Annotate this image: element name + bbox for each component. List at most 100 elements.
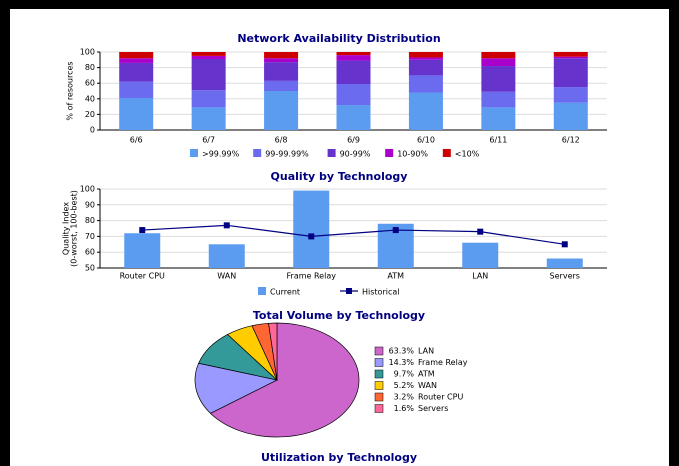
- legend-label: Servers: [418, 404, 448, 413]
- bar-segment: [264, 62, 299, 81]
- x-tick-label: LAN: [472, 272, 488, 281]
- y-tick-label: 60: [85, 79, 95, 88]
- y-tick-label: 80: [85, 216, 95, 225]
- bar-segment: [119, 62, 154, 82]
- bar-segment: [336, 60, 371, 84]
- pie-slice: [209, 322, 360, 438]
- line-marker: [139, 227, 146, 234]
- y-tick-label: 0: [90, 126, 95, 135]
- y-tick-label: 70: [85, 232, 95, 241]
- bar-segment: [408, 75, 443, 93]
- legend-label: >99.99%: [202, 150, 240, 159]
- legend-label: 90-99%: [340, 150, 371, 159]
- pie-slice: [268, 322, 278, 381]
- legend-swatch: [374, 358, 384, 367]
- line-marker: [561, 241, 568, 248]
- y-tick-label: 60: [85, 248, 95, 257]
- bar-segment: [481, 91, 516, 108]
- x-tick-label: 6/11: [489, 136, 507, 145]
- bar-segment: [264, 52, 299, 59]
- legend-label: <10%: [455, 150, 480, 159]
- bar-segment: [264, 91, 299, 130]
- y-tick-label: 100: [80, 185, 95, 194]
- chart-title: Total Volume by Technology: [253, 309, 425, 322]
- x-tick-label: 6/8: [275, 136, 288, 145]
- legend-label: WAN: [418, 381, 437, 390]
- legend-value: 1.6%: [394, 404, 415, 413]
- line-marker: [392, 227, 399, 234]
- legend-label: 99-99.99%: [265, 150, 309, 159]
- x-tick-label: ATM: [387, 272, 404, 281]
- legend-label: LAN: [418, 347, 434, 356]
- bar-segment: [336, 105, 371, 130]
- bar: [462, 242, 499, 268]
- bar-segment: [553, 58, 588, 88]
- bar-segment: [336, 52, 371, 56]
- y-tick-label: 80: [85, 63, 95, 72]
- bar: [546, 258, 583, 268]
- chart-title: Quality by Technology: [271, 170, 408, 183]
- y-tick-label: 100: [80, 48, 95, 57]
- bar-segment: [264, 58, 299, 63]
- bar-segment: [191, 59, 226, 91]
- bar-segment: [191, 52, 226, 56]
- legend-value: 3.2%: [394, 393, 415, 402]
- legend-swatch: [374, 404, 384, 413]
- y-axis-label: Quality Index: [62, 202, 71, 255]
- legend-label: Frame Relay: [418, 358, 468, 367]
- bar-segment: [336, 55, 371, 61]
- legend-marker: [346, 288, 352, 294]
- bar-segment: [408, 59, 443, 76]
- legend-swatch: [442, 149, 451, 157]
- bar-segment: [553, 87, 588, 103]
- x-tick-label: 6/12: [562, 136, 580, 145]
- y-axis-label: (0-worst, 100-best): [70, 190, 79, 267]
- bar-segment: [408, 52, 443, 58]
- bar-segment: [119, 81, 154, 99]
- bar-segment: [191, 107, 226, 130]
- bar-segment: [119, 98, 154, 130]
- bar-segment: [336, 83, 371, 106]
- legend-swatch: [374, 381, 384, 390]
- chart-title: Network Availability Distribution: [237, 32, 440, 45]
- bar-segment: [481, 52, 516, 59]
- legend-swatch: [190, 149, 198, 157]
- legend-value: 63.3%: [389, 347, 415, 356]
- x-tick-label: Servers: [550, 272, 580, 281]
- legend-label: 10-90%: [397, 150, 428, 159]
- legend-swatch: [374, 369, 384, 379]
- legend-label: Router CPU: [418, 393, 463, 402]
- line-marker: [477, 228, 484, 235]
- x-tick-label: 6/6: [130, 136, 143, 145]
- bar-segment: [553, 52, 588, 57]
- legend-swatch: [258, 287, 266, 295]
- bar-segment: [119, 58, 154, 63]
- x-tick-label: 6/9: [347, 136, 360, 145]
- bar-segment: [191, 55, 226, 60]
- legend-swatch: [374, 392, 384, 402]
- legend-value: 14.3%: [389, 358, 415, 367]
- y-tick-label: 20: [85, 110, 95, 119]
- bar-segment: [481, 107, 516, 130]
- bar-segment: [553, 56, 588, 59]
- legend-swatch: [385, 149, 394, 157]
- x-tick-label: Router CPU: [120, 272, 165, 281]
- legend-swatch: [327, 149, 336, 157]
- bar: [293, 190, 330, 268]
- legend-label: Current: [270, 288, 300, 297]
- bar-segment: [264, 80, 299, 91]
- legend-swatch: [253, 149, 262, 157]
- line-marker: [223, 222, 230, 229]
- legend-label: ATM: [418, 370, 435, 379]
- legend-value: 9.7%: [394, 370, 415, 379]
- y-tick-label: 40: [85, 94, 95, 103]
- bar-segment: [481, 66, 516, 92]
- y-tick-label: 50: [85, 264, 95, 273]
- bar: [208, 244, 245, 268]
- legend-swatch: [374, 346, 384, 356]
- bar-segment: [119, 52, 154, 59]
- bar-segment: [408, 57, 443, 60]
- legend-label: Historical: [362, 288, 399, 297]
- bar-segment: [553, 102, 588, 130]
